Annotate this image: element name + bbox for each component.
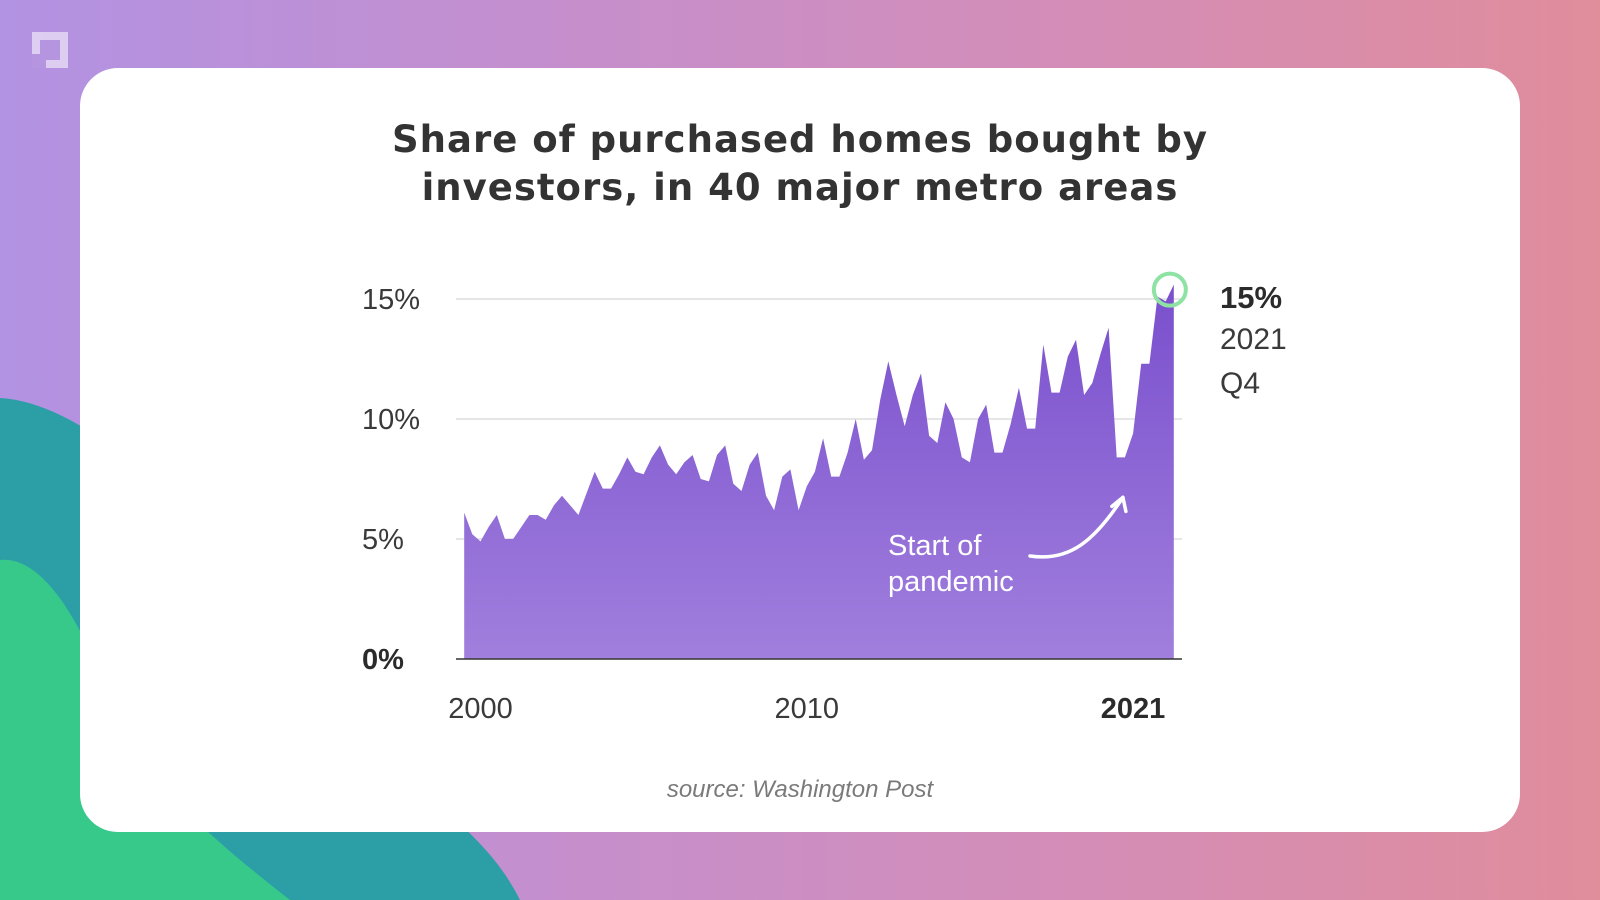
y-tick-label: 10% <box>362 404 420 436</box>
curved-arrow-icon <box>1028 495 1125 559</box>
chart-card <box>80 68 1520 832</box>
pandemic-annotation: Start of pandemic <box>888 528 1068 600</box>
arrowhead-icon <box>1110 495 1128 514</box>
latest-value-callout: 15% 2021 Q4 <box>1220 278 1340 406</box>
series-area <box>464 284 1174 659</box>
bg-blob-green <box>0 559 290 900</box>
x-axis: 2000 2010 2021 <box>448 693 1165 725</box>
annotation-line-2: pandemic <box>888 566 1014 598</box>
x-tick-label: 2000 <box>448 693 513 725</box>
x-tick-label: 2021 <box>1101 693 1166 725</box>
callout-year: 2021 <box>1220 323 1287 356</box>
brand-logo-icon <box>32 32 68 68</box>
chart-title-line-2: investors, in 40 major metro areas <box>421 166 1179 209</box>
annotation-line-1: Start of <box>888 530 982 562</box>
source-note: source: Washington Post <box>666 776 934 803</box>
y-tick-label: 15% <box>362 284 420 316</box>
y-tick-label: 0% <box>362 644 404 676</box>
latest-value-marker <box>1151 271 1188 308</box>
y-tick-label: 5% <box>362 524 404 556</box>
chart-title: Share of purchased homes bought by inves… <box>80 116 1520 212</box>
x-tick-label: 2010 <box>775 693 840 725</box>
callout-value: 15% <box>1220 280 1283 315</box>
chart-title-line-1: Share of purchased homes bought by <box>392 118 1208 161</box>
callout-quarter: Q4 <box>1220 367 1261 400</box>
y-axis: 0% 5% 10% 15% <box>362 284 420 676</box>
